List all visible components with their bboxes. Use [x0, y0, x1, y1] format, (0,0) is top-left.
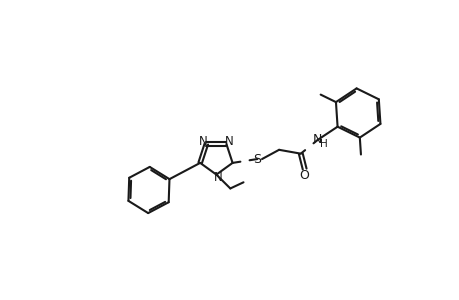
Text: N: N [198, 135, 207, 148]
Text: O: O [299, 169, 309, 182]
Text: N: N [214, 171, 223, 184]
Text: N: N [224, 135, 233, 148]
Text: S: S [253, 152, 261, 166]
Text: N: N [313, 133, 322, 146]
Text: H: H [319, 140, 327, 149]
